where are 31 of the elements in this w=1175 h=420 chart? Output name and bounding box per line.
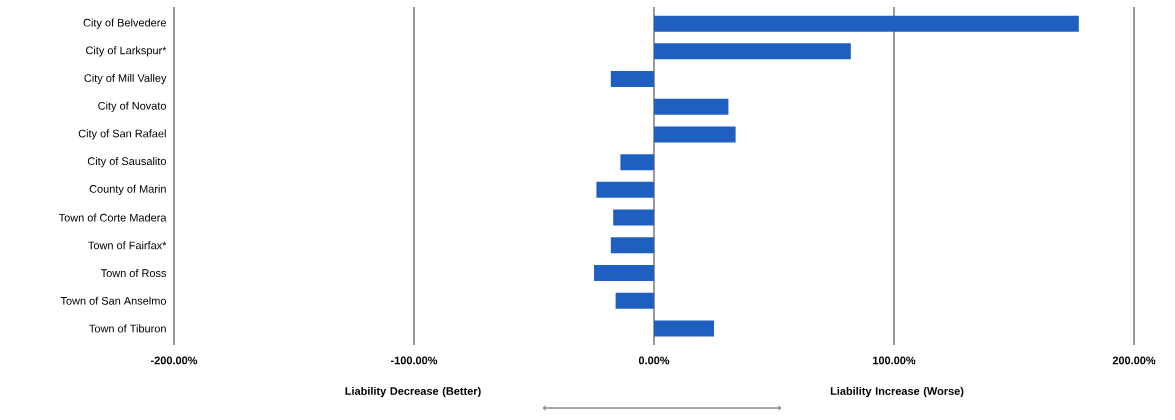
bar bbox=[654, 15, 1079, 32]
bar bbox=[654, 43, 851, 60]
bar bbox=[610, 237, 655, 254]
y-tick-label: City of Mill Valley bbox=[84, 73, 167, 85]
bar bbox=[615, 292, 655, 309]
bar bbox=[596, 181, 655, 198]
bar bbox=[613, 209, 655, 226]
bar bbox=[654, 126, 736, 143]
bar bbox=[594, 264, 655, 281]
y-tick-label: City of Sausalito bbox=[87, 157, 166, 168]
x-tick-label: -100.00% bbox=[390, 356, 438, 365]
y-tick-label: Town of Tiburon bbox=[89, 324, 166, 333]
y-tick-label: City of Belvedere bbox=[83, 18, 166, 29]
y-tick-label: City of Novato bbox=[98, 101, 166, 112]
y-tick-label: City of Larkspur* bbox=[86, 46, 167, 57]
y-tick-label: Town of Corte Madera bbox=[58, 213, 167, 222]
x-tick-label: 100.00% bbox=[873, 356, 916, 365]
x-tick-label: -200.00% bbox=[150, 356, 198, 365]
y-tick-label: Town of Ross bbox=[100, 268, 167, 277]
text: Liability Decrease (Better) bbox=[345, 386, 481, 398]
bar bbox=[620, 154, 655, 171]
x-tick-label: 200.00% bbox=[1112, 356, 1156, 365]
text: Liability Increase (Worse) bbox=[830, 386, 964, 398]
y-tick-label: Town of San Anselmo bbox=[60, 296, 166, 305]
bar bbox=[654, 98, 729, 115]
bar bbox=[610, 71, 655, 88]
y-tick-label: Town of Fairfax* bbox=[88, 241, 167, 250]
y-tick-label: City of San Rafael bbox=[78, 129, 166, 140]
x-tick-label: 0.00% bbox=[638, 356, 670, 365]
bar bbox=[654, 320, 715, 337]
y-tick-label: County of Marin bbox=[89, 184, 166, 195]
